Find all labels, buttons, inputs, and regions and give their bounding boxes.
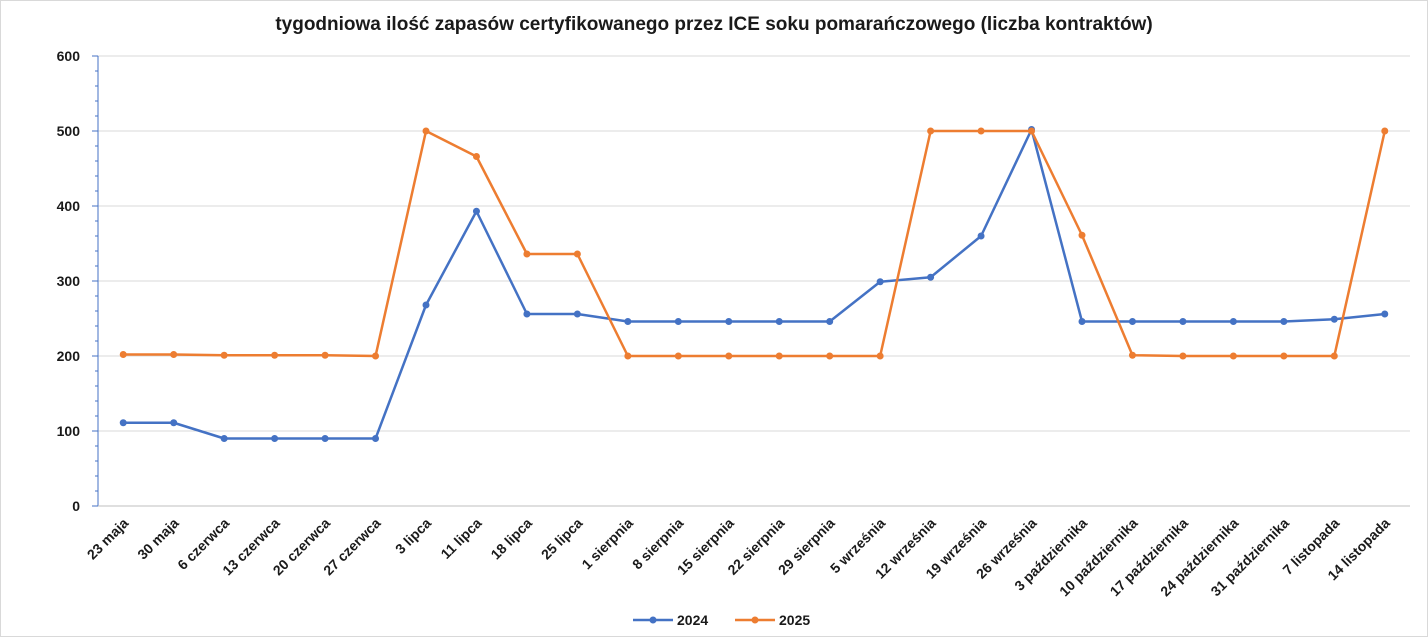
data-point-2024 [1229,318,1237,325]
data-point-2025 [170,351,178,358]
data-point-2024 [775,318,783,325]
data-point-2024 [1179,318,1187,325]
data-point-2024 [271,435,279,442]
y-tick-label: 600 [57,48,81,64]
data-point-2024 [725,318,733,325]
data-point-2025 [372,352,380,360]
legend-marker-2024 [649,616,657,624]
y-tick-label: 400 [57,198,81,214]
legend-label-2024: 2024 [677,612,708,628]
legend-label-2025: 2025 [779,612,810,628]
data-point-2024 [372,435,380,442]
y-tick-label: 300 [57,273,81,289]
data-point-2024 [1381,310,1389,318]
data-point-2025 [1229,352,1237,360]
data-point-2024 [1128,318,1136,325]
data-point-2024 [624,318,632,325]
data-point-2025 [624,352,632,360]
data-point-2024 [1330,315,1338,323]
x-tick-label: 18 lipca [487,515,535,563]
series-lines [119,126,1389,442]
x-tick-label: 3 lipca [392,515,434,557]
data-point-2024 [927,273,935,281]
y-tick-label: 500 [57,123,81,139]
x-tick-label: 23 maja [84,515,132,563]
data-point-2025 [321,351,329,359]
chart-title: tygodniowa ilość zapasów certyfikowanego… [275,14,1153,35]
data-point-2024 [321,435,329,442]
data-point-2025 [1078,231,1086,239]
x-tick-label: 25 lipca [538,515,586,563]
data-point-2025 [674,352,682,360]
series-line-2024 [123,128,1385,440]
data-point-2025 [1280,352,1288,360]
data-point-2025 [271,351,279,359]
legend-marker-2025 [751,616,759,624]
data-point-2025 [725,352,733,360]
data-point-2025 [119,351,127,358]
data-point-2025 [1128,351,1136,359]
data-point-2025 [1028,127,1036,135]
data-point-2024 [523,310,531,318]
data-point-2025 [573,250,581,258]
data-point-2024 [674,318,682,325]
data-point-2025 [523,250,531,258]
y-tick-label: 0 [72,498,80,514]
data-point-2025 [1381,127,1389,135]
data-point-2024 [1078,318,1086,325]
data-point-2024 [472,207,480,215]
x-tick-label: 11 lipca [437,515,484,562]
data-point-2024 [422,301,430,309]
data-point-2024 [573,310,581,318]
legend: 2024 2025 [633,612,810,628]
data-point-2024 [1280,318,1288,325]
data-point-2025 [422,127,430,135]
data-point-2025 [977,127,985,135]
series-line-2025 [123,129,1386,358]
data-point-2025 [1330,352,1338,360]
data-point-2024 [220,435,228,442]
data-point-2024 [826,318,834,325]
y-tick-label: 100 [57,423,81,439]
data-point-2025 [876,352,884,360]
data-point-2025 [1179,352,1187,360]
data-point-2025 [775,352,783,360]
data-point-2024 [977,232,985,240]
y-tick-label: 200 [57,348,81,364]
y-axis: 0 100 200 300 400 500 600 [57,48,99,514]
x-tick-label: 1 sierpnia [578,515,636,573]
data-point-2025 [826,352,834,360]
data-point-2024 [119,419,127,427]
x-tick-label: 30 maja [134,515,182,563]
data-point-2024 [876,278,884,286]
data-point-2025 [927,127,935,135]
data-point-2025 [472,153,480,160]
gridlines [98,55,1410,432]
data-point-2024 [170,419,178,427]
data-point-2025 [220,351,228,359]
